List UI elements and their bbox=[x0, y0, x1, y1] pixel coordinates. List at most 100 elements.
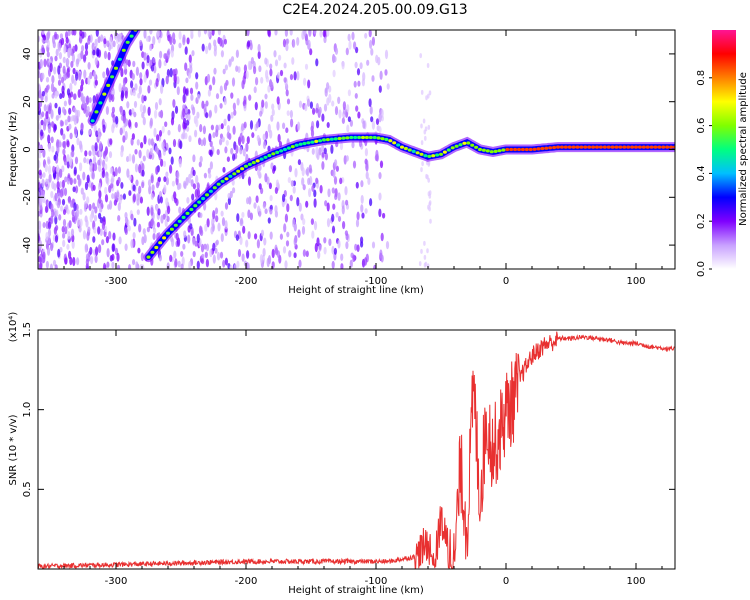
spectrogram-noise-cell bbox=[317, 250, 321, 260]
colorbar-tick-label: 0.4 bbox=[696, 165, 707, 181]
ridge-core bbox=[505, 147, 510, 152]
spectrogram-noise-cell bbox=[315, 177, 319, 185]
spectrogram-noise-cell bbox=[79, 162, 83, 172]
spectrogram-noise-cell bbox=[275, 179, 279, 189]
spectrogram-noise-cell bbox=[90, 255, 94, 265]
spectrogram-noise-cell bbox=[379, 70, 383, 80]
spectrogram-noise-cell bbox=[195, 81, 199, 90]
spectrogram-noise-cell bbox=[189, 87, 194, 95]
spectrogram-noise-cell bbox=[158, 58, 162, 69]
spectrogram-noise-cell bbox=[146, 206, 150, 216]
spectrogram-noise-cell bbox=[293, 252, 297, 259]
spectrogram-noise-cell bbox=[143, 30, 147, 39]
spectrogram-noise-cell bbox=[255, 195, 259, 204]
spectrogram-noise-cell bbox=[61, 165, 65, 173]
spectrogram-noise-cell bbox=[327, 188, 331, 198]
spectrogram-noise-cell bbox=[60, 76, 65, 84]
spectrogram-x-tick-label: -100 bbox=[365, 276, 388, 287]
spectrogram-noise-cell bbox=[179, 140, 183, 150]
spectrogram-noise-cell bbox=[169, 254, 173, 263]
spectrogram-noise-cell bbox=[97, 165, 101, 172]
spectrogram-noise-cell bbox=[427, 124, 431, 130]
ridge-core bbox=[501, 148, 506, 152]
ridge-core bbox=[427, 154, 432, 158]
ridge-core bbox=[224, 177, 229, 181]
spectrogram-noise-cell bbox=[60, 37, 65, 46]
spectrogram-noise-cell bbox=[354, 243, 358, 251]
spectrogram-noise-cell bbox=[308, 188, 312, 198]
spectrogram-noise-cell bbox=[219, 103, 223, 109]
spectrogram-noise-cell bbox=[424, 135, 427, 141]
spectrogram-noise-cell bbox=[217, 222, 221, 232]
spectrogram-noise-cell bbox=[39, 262, 43, 269]
spectrogram-noise-cell bbox=[223, 118, 227, 127]
spectrogram-noise-cell bbox=[426, 248, 429, 254]
frequency-ridge bbox=[87, 30, 675, 263]
spectrogram-noise-cell bbox=[84, 243, 88, 251]
spectrogram-noise-cell bbox=[371, 75, 375, 82]
spectrogram-noise-cell bbox=[99, 206, 103, 213]
spectrogram-noise-cell bbox=[162, 160, 167, 168]
snr-x-tick-label: 0 bbox=[503, 576, 509, 587]
spectrogram-noise-cell bbox=[378, 208, 382, 218]
spectrogram-noise-cell bbox=[368, 30, 372, 38]
spectrogram-noise-cell bbox=[117, 215, 121, 222]
spectrogram-noise-cell bbox=[220, 210, 224, 217]
spectrogram-noise-cell bbox=[318, 147, 322, 156]
spectrogram-noise-cell bbox=[286, 203, 290, 213]
spectrogram-noise-cell bbox=[108, 93, 112, 103]
spectrogram-noise-cell bbox=[89, 161, 93, 170]
spectrogram-noise-cell bbox=[105, 175, 109, 184]
upper-branch-core bbox=[98, 101, 103, 105]
spectrogram-noise-cell bbox=[185, 88, 189, 96]
spectrogram-noise-cell bbox=[351, 141, 355, 149]
spectrogram-noise-cell bbox=[41, 30, 45, 36]
spectrogram-noise-cell bbox=[219, 251, 224, 259]
spectrogram-noise-cell bbox=[247, 40, 251, 48]
spectrogram-noise-cell bbox=[104, 156, 109, 162]
spectrogram-noise-cell bbox=[297, 159, 301, 166]
spectrogram-noise-cell bbox=[316, 152, 320, 161]
spectrogram-noise-cell bbox=[258, 183, 262, 190]
spectrogram-noise-cell bbox=[271, 248, 275, 259]
spectrogram-noise-cell bbox=[126, 168, 130, 178]
spectrogram-noise-cell bbox=[215, 239, 219, 246]
spectrogram-noise-cell bbox=[78, 225, 82, 233]
spectrogram-noise-cell bbox=[45, 231, 49, 241]
spectrogram-noise-cell bbox=[137, 247, 141, 254]
snr-series-line bbox=[38, 331, 675, 569]
spectrogram-noise-cell bbox=[341, 61, 345, 70]
spectrogram-noise-cell bbox=[312, 107, 316, 115]
spectrogram-noise-cell bbox=[174, 258, 178, 268]
spectrogram-noise-cell bbox=[132, 259, 136, 266]
spectrogram-noise-cell bbox=[71, 209, 75, 217]
spectrogram-noise-cell bbox=[61, 198, 66, 206]
spectrogram-noise-cell bbox=[54, 91, 58, 99]
spectrogram-noise-cell bbox=[222, 166, 226, 173]
spectrogram-noise-cell bbox=[422, 118, 426, 124]
spectrogram-noise-cell bbox=[173, 73, 177, 84]
snr-panel: -300 -200 -100 0 100 0.5 1.0 1.5 Height of str… bbox=[8, 312, 676, 596]
spectrogram-noise-cell bbox=[142, 155, 146, 162]
spectrogram-noise-cell bbox=[219, 85, 223, 95]
spectrogram-noise-cell bbox=[333, 247, 337, 255]
spectrogram-noise-cell bbox=[189, 64, 193, 74]
spectrogram-noise-cell bbox=[45, 260, 50, 269]
spectrogram-noise-cell bbox=[196, 182, 200, 191]
spectrogram-noise-cell bbox=[48, 104, 52, 115]
spectrogram-noise-cell bbox=[188, 135, 192, 143]
spectrogram-noise-cell bbox=[379, 160, 384, 169]
spectrogram-noise-cell bbox=[43, 104, 47, 112]
spectrogram-noise-cell bbox=[233, 109, 237, 116]
spectrogram-y-tick-label: 20 bbox=[22, 95, 33, 108]
spectrogram-noise-cell bbox=[165, 75, 169, 85]
ridge-core bbox=[341, 136, 346, 140]
spectrogram-noise-cell bbox=[42, 221, 46, 229]
spectrogram-noise-cell bbox=[199, 212, 203, 219]
ridge-core bbox=[481, 148, 486, 152]
ridge-core bbox=[591, 145, 596, 149]
spectrogram-noise-cell bbox=[139, 196, 143, 204]
ridge-core bbox=[189, 207, 194, 212]
spectrogram-noise-cell bbox=[76, 208, 80, 218]
